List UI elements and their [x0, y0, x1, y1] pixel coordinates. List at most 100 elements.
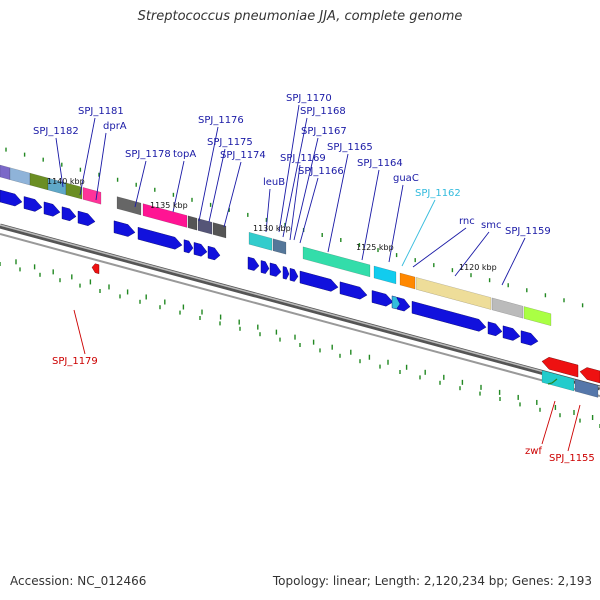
scale-label: 1140 kbp	[47, 177, 85, 186]
forward-gene-arrow	[43, 201, 61, 217]
gene-block	[574, 378, 599, 398]
label-leader-line	[361, 169, 380, 261]
gene-label: topA	[173, 149, 196, 160]
label-leader-line	[265, 188, 271, 233]
label-leader-line	[95, 132, 107, 201]
forward-gene-arrow	[113, 220, 136, 237]
gene-label: leuB	[263, 177, 285, 188]
gene-label: SPJ_1176	[198, 115, 244, 126]
gene-block	[82, 187, 102, 205]
label-leader-line	[278, 104, 300, 233]
forward-gene-arrow	[299, 270, 339, 292]
gene-label: SPJ_1167	[301, 126, 347, 137]
forward-gene-arrow	[0, 189, 23, 207]
gene-label: SPJ_1181	[78, 106, 124, 117]
label-leader-line	[282, 117, 308, 238]
tick-mark	[547, 378, 558, 385]
label-leader-line	[73, 309, 86, 355]
gene-label: SPJ_1162	[415, 188, 461, 199]
gene-block	[373, 265, 397, 285]
scale-label: 1130 kbp	[253, 224, 291, 233]
gene-block	[415, 276, 492, 310]
backbone-highlight	[0, 224, 600, 388]
forward-gene-arrow	[502, 325, 521, 341]
label-leader-line	[55, 137, 64, 188]
gene-block	[491, 297, 524, 319]
gene-label: guaC	[393, 173, 419, 184]
label-leader-line	[541, 400, 556, 445]
forward-gene-arrow	[137, 226, 183, 250]
gene-block	[65, 182, 83, 200]
label-leader-line	[289, 164, 301, 241]
accession-text: Accession: NC_012466	[10, 574, 147, 588]
label-leader-line	[501, 237, 526, 286]
label-leader-line	[299, 177, 319, 244]
gene-label: dprA	[103, 121, 127, 132]
forward-gene-arrow	[520, 330, 539, 346]
label-leader-line	[223, 161, 242, 228]
forward-gene-arrow	[207, 245, 221, 261]
gene-label: SPJ_1169	[280, 153, 326, 164]
backbone-line	[0, 223, 600, 391]
label-leader-line	[567, 404, 581, 452]
gene-block	[248, 231, 273, 251]
forward-gene-arrow	[371, 290, 394, 307]
gene-block	[187, 215, 198, 231]
forward-gene-arrow	[260, 260, 270, 274]
gene-label: SPJ_1178	[125, 149, 171, 160]
forward-gene-arrow	[269, 262, 282, 277]
scale-label: 1125 kbp	[356, 243, 394, 252]
label-leader-line	[412, 227, 467, 268]
gene-block	[541, 370, 575, 392]
forward-gene-arrow	[247, 256, 260, 271]
forward-gene-arrow	[289, 268, 299, 282]
forward-gene-arrow	[61, 206, 77, 222]
gene-block	[399, 272, 416, 290]
forward-gene-arrow	[193, 242, 208, 257]
scale-label: 1135 kbp	[150, 201, 188, 210]
forward-gene-arrow	[411, 300, 487, 332]
scale-labels: 1140 kbp 1135 kbp 1130 kbp 1125 kbp 1120 kbp	[47, 177, 497, 272]
gene-block	[272, 238, 287, 255]
gene-label: rnc	[459, 216, 475, 227]
gene-block	[116, 196, 142, 216]
gene-block	[9, 167, 31, 186]
forward-gene-arrow	[339, 281, 368, 300]
gene-block	[142, 203, 188, 228]
gene-label: SPJ_1166	[298, 166, 344, 177]
label-leader-line	[388, 184, 404, 263]
gene-label: SPJ_1168	[300, 106, 346, 117]
gene-label: SPJ_1175	[207, 137, 253, 148]
scale-label: 1120 kbp	[459, 263, 497, 272]
gene-block	[212, 222, 227, 239]
label-leader-line	[401, 199, 436, 267]
gene-block	[302, 246, 371, 278]
reverse-gene-arrow	[541, 357, 579, 378]
gene-label: zwf	[525, 446, 542, 457]
gene-block	[523, 306, 552, 327]
forward-gene-arrow	[282, 266, 290, 280]
reverse-gene-arrow	[91, 263, 100, 274]
label-leader-line	[198, 126, 219, 222]
label-leader-line	[208, 148, 226, 223]
backbone-line	[0, 233, 600, 397]
forward-gene-arrow	[23, 196, 43, 212]
label-leader-line	[327, 153, 349, 253]
gene-labels: SPJ_1182 SPJ_1181 dprA SPJ_1178 topA SPJ_1176…	[33, 93, 595, 464]
lower-band	[0, 233, 600, 428]
label-leader-line	[134, 160, 147, 208]
gene-label: SPJ_1164	[357, 158, 403, 169]
label-leaders	[55, 104, 581, 452]
genome-summary: Topology: linear; Length: 2,120,234 bp; …	[272, 574, 592, 588]
forward-gene-arrow	[183, 239, 194, 254]
page-title: Streptococcus pneumoniae JJA, complete g…	[137, 9, 463, 24]
label-leader-line	[172, 160, 185, 213]
gene-label: SPJ_1159	[505, 226, 551, 237]
label-leader-line	[454, 231, 490, 277]
upper-band	[0, 147, 600, 421]
label-leader-line	[79, 117, 96, 196]
reverse-gene-arrow	[579, 367, 600, 384]
gene-label: SPJ_1155	[549, 453, 595, 464]
gene-block	[0, 164, 11, 181]
